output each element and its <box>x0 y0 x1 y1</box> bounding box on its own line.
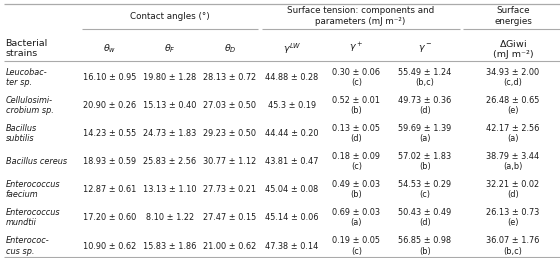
Text: 18.93 ± 0.59: 18.93 ± 0.59 <box>83 157 137 166</box>
Text: 0.30 ± 0.06
(c): 0.30 ± 0.06 (c) <box>333 68 380 87</box>
Text: 59.69 ± 1.39
(a): 59.69 ± 1.39 (a) <box>398 124 452 143</box>
Text: Bacillus cereus: Bacillus cereus <box>6 157 67 166</box>
Text: 30.77 ± 1.12: 30.77 ± 1.12 <box>203 157 256 166</box>
Text: Enterococcus
mundtii: Enterococcus mundtii <box>6 208 60 227</box>
Text: 0.49 ± 0.03
(b): 0.49 ± 0.03 (b) <box>333 180 380 199</box>
Text: 19.80 ± 1.28: 19.80 ± 1.28 <box>143 73 197 82</box>
Text: 0.19 ± 0.05
(c): 0.19 ± 0.05 (c) <box>333 237 380 255</box>
Text: $\Delta$Giwi
(mJ m⁻²): $\Delta$Giwi (mJ m⁻²) <box>493 38 533 59</box>
Text: 0.18 ± 0.09
(c): 0.18 ± 0.09 (c) <box>333 152 380 171</box>
Text: 54.53 ± 0.29
(c): 54.53 ± 0.29 (c) <box>399 180 451 199</box>
Text: 27.73 ± 0.21: 27.73 ± 0.21 <box>203 185 256 194</box>
Text: Bacterial
strains: Bacterial strains <box>6 39 48 58</box>
Text: 13.13 ± 1.10: 13.13 ± 1.10 <box>143 185 197 194</box>
Text: 17.20 ± 0.60: 17.20 ± 0.60 <box>83 213 137 222</box>
Text: Cellulosimi-
crobium sp.: Cellulosimi- crobium sp. <box>6 96 53 115</box>
Text: 44.88 ± 0.28: 44.88 ± 0.28 <box>265 73 319 82</box>
Text: 14.23 ± 0.55: 14.23 ± 0.55 <box>83 129 137 138</box>
Text: 10.90 ± 0.62: 10.90 ± 0.62 <box>83 241 137 251</box>
Text: 50.43 ± 0.49
(d): 50.43 ± 0.49 (d) <box>398 208 452 227</box>
Text: 20.90 ± 0.26: 20.90 ± 0.26 <box>83 101 137 110</box>
Text: 42.17 ± 2.56
(a): 42.17 ± 2.56 (a) <box>486 124 540 143</box>
Text: Enterococ-
cus sp.: Enterococ- cus sp. <box>6 237 49 255</box>
Text: 0.69 ± 0.03
(a): 0.69 ± 0.03 (a) <box>333 208 380 227</box>
Text: 45.14 ± 0.06: 45.14 ± 0.06 <box>265 213 319 222</box>
Text: 38.79 ± 3.44
(a,b): 38.79 ± 3.44 (a,b) <box>486 152 540 171</box>
Text: 34.93 ± 2.00
(c,d): 34.93 ± 2.00 (c,d) <box>487 68 539 87</box>
Text: 29.23 ± 0.50: 29.23 ± 0.50 <box>203 129 256 138</box>
Text: 32.21 ± 0.02
(d): 32.21 ± 0.02 (d) <box>487 180 539 199</box>
Text: 15.13 ± 0.40: 15.13 ± 0.40 <box>143 101 197 110</box>
Text: 21.00 ± 0.62: 21.00 ± 0.62 <box>203 241 256 251</box>
Text: 27.47 ± 0.15: 27.47 ± 0.15 <box>203 213 256 222</box>
Text: 45.04 ± 0.08: 45.04 ± 0.08 <box>265 185 319 194</box>
Text: 49.73 ± 0.36
(d): 49.73 ± 0.36 (d) <box>398 96 452 115</box>
Text: 25.83 ± 2.56: 25.83 ± 2.56 <box>143 157 197 166</box>
Text: 16.10 ± 0.95: 16.10 ± 0.95 <box>83 73 137 82</box>
Text: 44.44 ± 0.20: 44.44 ± 0.20 <box>265 129 319 138</box>
Text: 15.83 ± 1.86: 15.83 ± 1.86 <box>143 241 197 251</box>
Text: $\gamma^{LW}$: $\gamma^{LW}$ <box>283 41 301 56</box>
Text: 0.13 ± 0.05
(d): 0.13 ± 0.05 (d) <box>333 124 380 143</box>
Text: $\theta_F$: $\theta_F$ <box>164 42 176 55</box>
Text: 57.02 ± 1.83
(b): 57.02 ± 1.83 (b) <box>399 152 451 171</box>
Text: 12.87 ± 0.61: 12.87 ± 0.61 <box>83 185 137 194</box>
Text: 24.73 ± 1.83: 24.73 ± 1.83 <box>143 129 197 138</box>
Text: 47.38 ± 0.14: 47.38 ± 0.14 <box>265 241 319 251</box>
Text: 26.13 ± 0.73
(e): 26.13 ± 0.73 (e) <box>486 208 540 227</box>
Text: Contact angles (°): Contact angles (°) <box>130 12 210 21</box>
Text: 27.03 ± 0.50: 27.03 ± 0.50 <box>203 101 256 110</box>
Text: $\gamma^+$: $\gamma^+$ <box>349 41 363 55</box>
Text: 55.49 ± 1.24
(b,c): 55.49 ± 1.24 (b,c) <box>398 68 452 87</box>
Text: Surface
energies: Surface energies <box>494 6 532 26</box>
Text: 8.10 ± 1.22: 8.10 ± 1.22 <box>146 213 194 222</box>
Text: 26.48 ± 0.65
(e): 26.48 ± 0.65 (e) <box>486 96 540 115</box>
Text: 45.3 ± 0.19: 45.3 ± 0.19 <box>268 101 316 110</box>
Text: 43.81 ± 0.47: 43.81 ± 0.47 <box>265 157 319 166</box>
Text: Surface tension: components and
parameters (mJ m⁻²): Surface tension: components and paramete… <box>287 6 434 26</box>
Text: Enterococcus
faecium: Enterococcus faecium <box>6 180 60 199</box>
Text: 28.13 ± 0.72: 28.13 ± 0.72 <box>203 73 256 82</box>
Text: $\theta_D$: $\theta_D$ <box>223 42 236 55</box>
Text: 0.52 ± 0.01
(b): 0.52 ± 0.01 (b) <box>333 96 380 115</box>
Text: Bacillus
subtilis: Bacillus subtilis <box>6 124 37 143</box>
Text: 56.85 ± 0.98
(b): 56.85 ± 0.98 (b) <box>399 237 451 255</box>
Text: 36.07 ± 1.76
(b,c): 36.07 ± 1.76 (b,c) <box>486 237 540 255</box>
Text: Leucobac-
ter sp.: Leucobac- ter sp. <box>6 68 47 87</box>
Text: $\theta_w$: $\theta_w$ <box>104 42 116 55</box>
Text: $\gamma^-$: $\gamma^-$ <box>418 42 432 55</box>
